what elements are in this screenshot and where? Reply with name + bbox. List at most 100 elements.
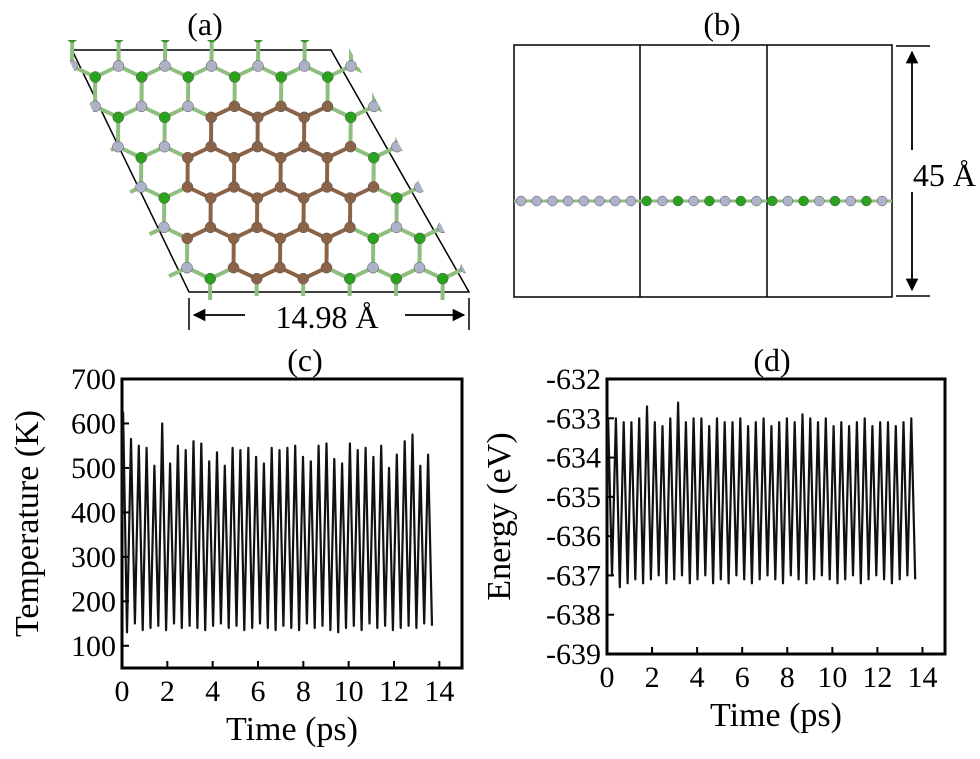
atom [112,111,124,124]
atom [369,0,380,2]
atom [391,192,403,204]
bond [187,348,210,359]
atom [297,383,308,394]
atom [437,354,448,365]
side-atom [531,195,542,207]
bond [419,389,442,400]
bond [419,185,445,200]
atom [414,232,426,245]
bond [326,389,349,400]
atom [158,383,169,394]
atom [437,383,448,394]
bond [512,308,535,319]
atom [322,71,334,83]
bond [70,144,96,160]
atom [205,111,217,124]
atom [461,100,473,113]
bond [305,26,328,37]
atom [367,343,378,354]
atom [413,394,424,405]
panel-c-label: (c) [287,342,323,378]
atom [44,20,55,31]
atom [577,303,588,314]
atom [485,141,496,152]
atom [507,343,518,354]
side-atom [876,195,888,207]
y-tick-label: 700 [71,363,116,396]
atom [297,221,310,234]
atom [320,394,331,405]
atom [230,0,241,2]
atom [183,0,194,2]
atom [65,221,77,234]
atom [228,100,241,113]
bond [210,348,233,359]
bond [233,348,256,359]
atom [158,221,170,234]
bond [582,308,605,319]
panel-b-label: (b) [703,6,740,42]
atom [182,100,194,113]
atom [553,343,564,354]
bond [60,185,73,200]
bond [513,227,536,238]
bond [465,144,480,160]
y-tick-label: 300 [71,541,116,574]
atom [483,383,494,394]
side-atom [578,195,590,207]
atom [274,261,286,274]
bond [465,185,480,200]
x-tick-label: 6 [251,675,266,708]
atom [390,354,401,365]
dim-label-bg [245,296,405,334]
bond [0,66,2,77]
side-atom [735,195,747,207]
bond [419,64,445,79]
atom [577,273,588,284]
atom [274,232,286,245]
bond [93,225,119,241]
y-axis-label: Energy (eV) [481,432,518,600]
atom [507,314,518,325]
atom [484,193,495,204]
side-atom [657,195,668,207]
atom [323,0,334,2]
atom [181,232,193,245]
atom [437,272,449,285]
panel-c: (c) 0 2 4 6 8 10 12 14 100 200 300 400 500 600 700 Time… [9,342,464,748]
bond [140,348,163,359]
side-view-atoms [514,195,892,207]
atom [530,273,541,284]
atom [136,71,148,83]
bond [535,348,558,359]
x-tick-label: 12 [862,661,892,694]
atom [158,140,171,153]
atom [159,60,171,72]
atom [414,181,426,193]
bond [119,26,142,37]
atom [65,192,77,204]
atom [0,101,8,112]
bond [442,104,468,120]
atom [344,221,356,234]
side-atom [845,195,856,207]
atom [646,394,657,405]
y-tick-label: -636 [546,520,601,553]
atom [228,232,240,245]
bond [465,389,488,400]
atom [113,40,125,43]
bond [375,26,398,37]
atom [158,192,170,204]
bond [349,389,372,400]
atom [369,20,380,31]
x-tick-label: 2 [645,661,660,694]
atom [600,314,611,325]
atom [205,303,216,314]
atom [205,140,217,153]
x-tick-label: 0 [115,675,130,708]
bond [396,64,422,79]
bond [2,66,25,77]
side-atom [625,195,637,207]
atom [344,383,355,394]
atom [530,383,541,394]
